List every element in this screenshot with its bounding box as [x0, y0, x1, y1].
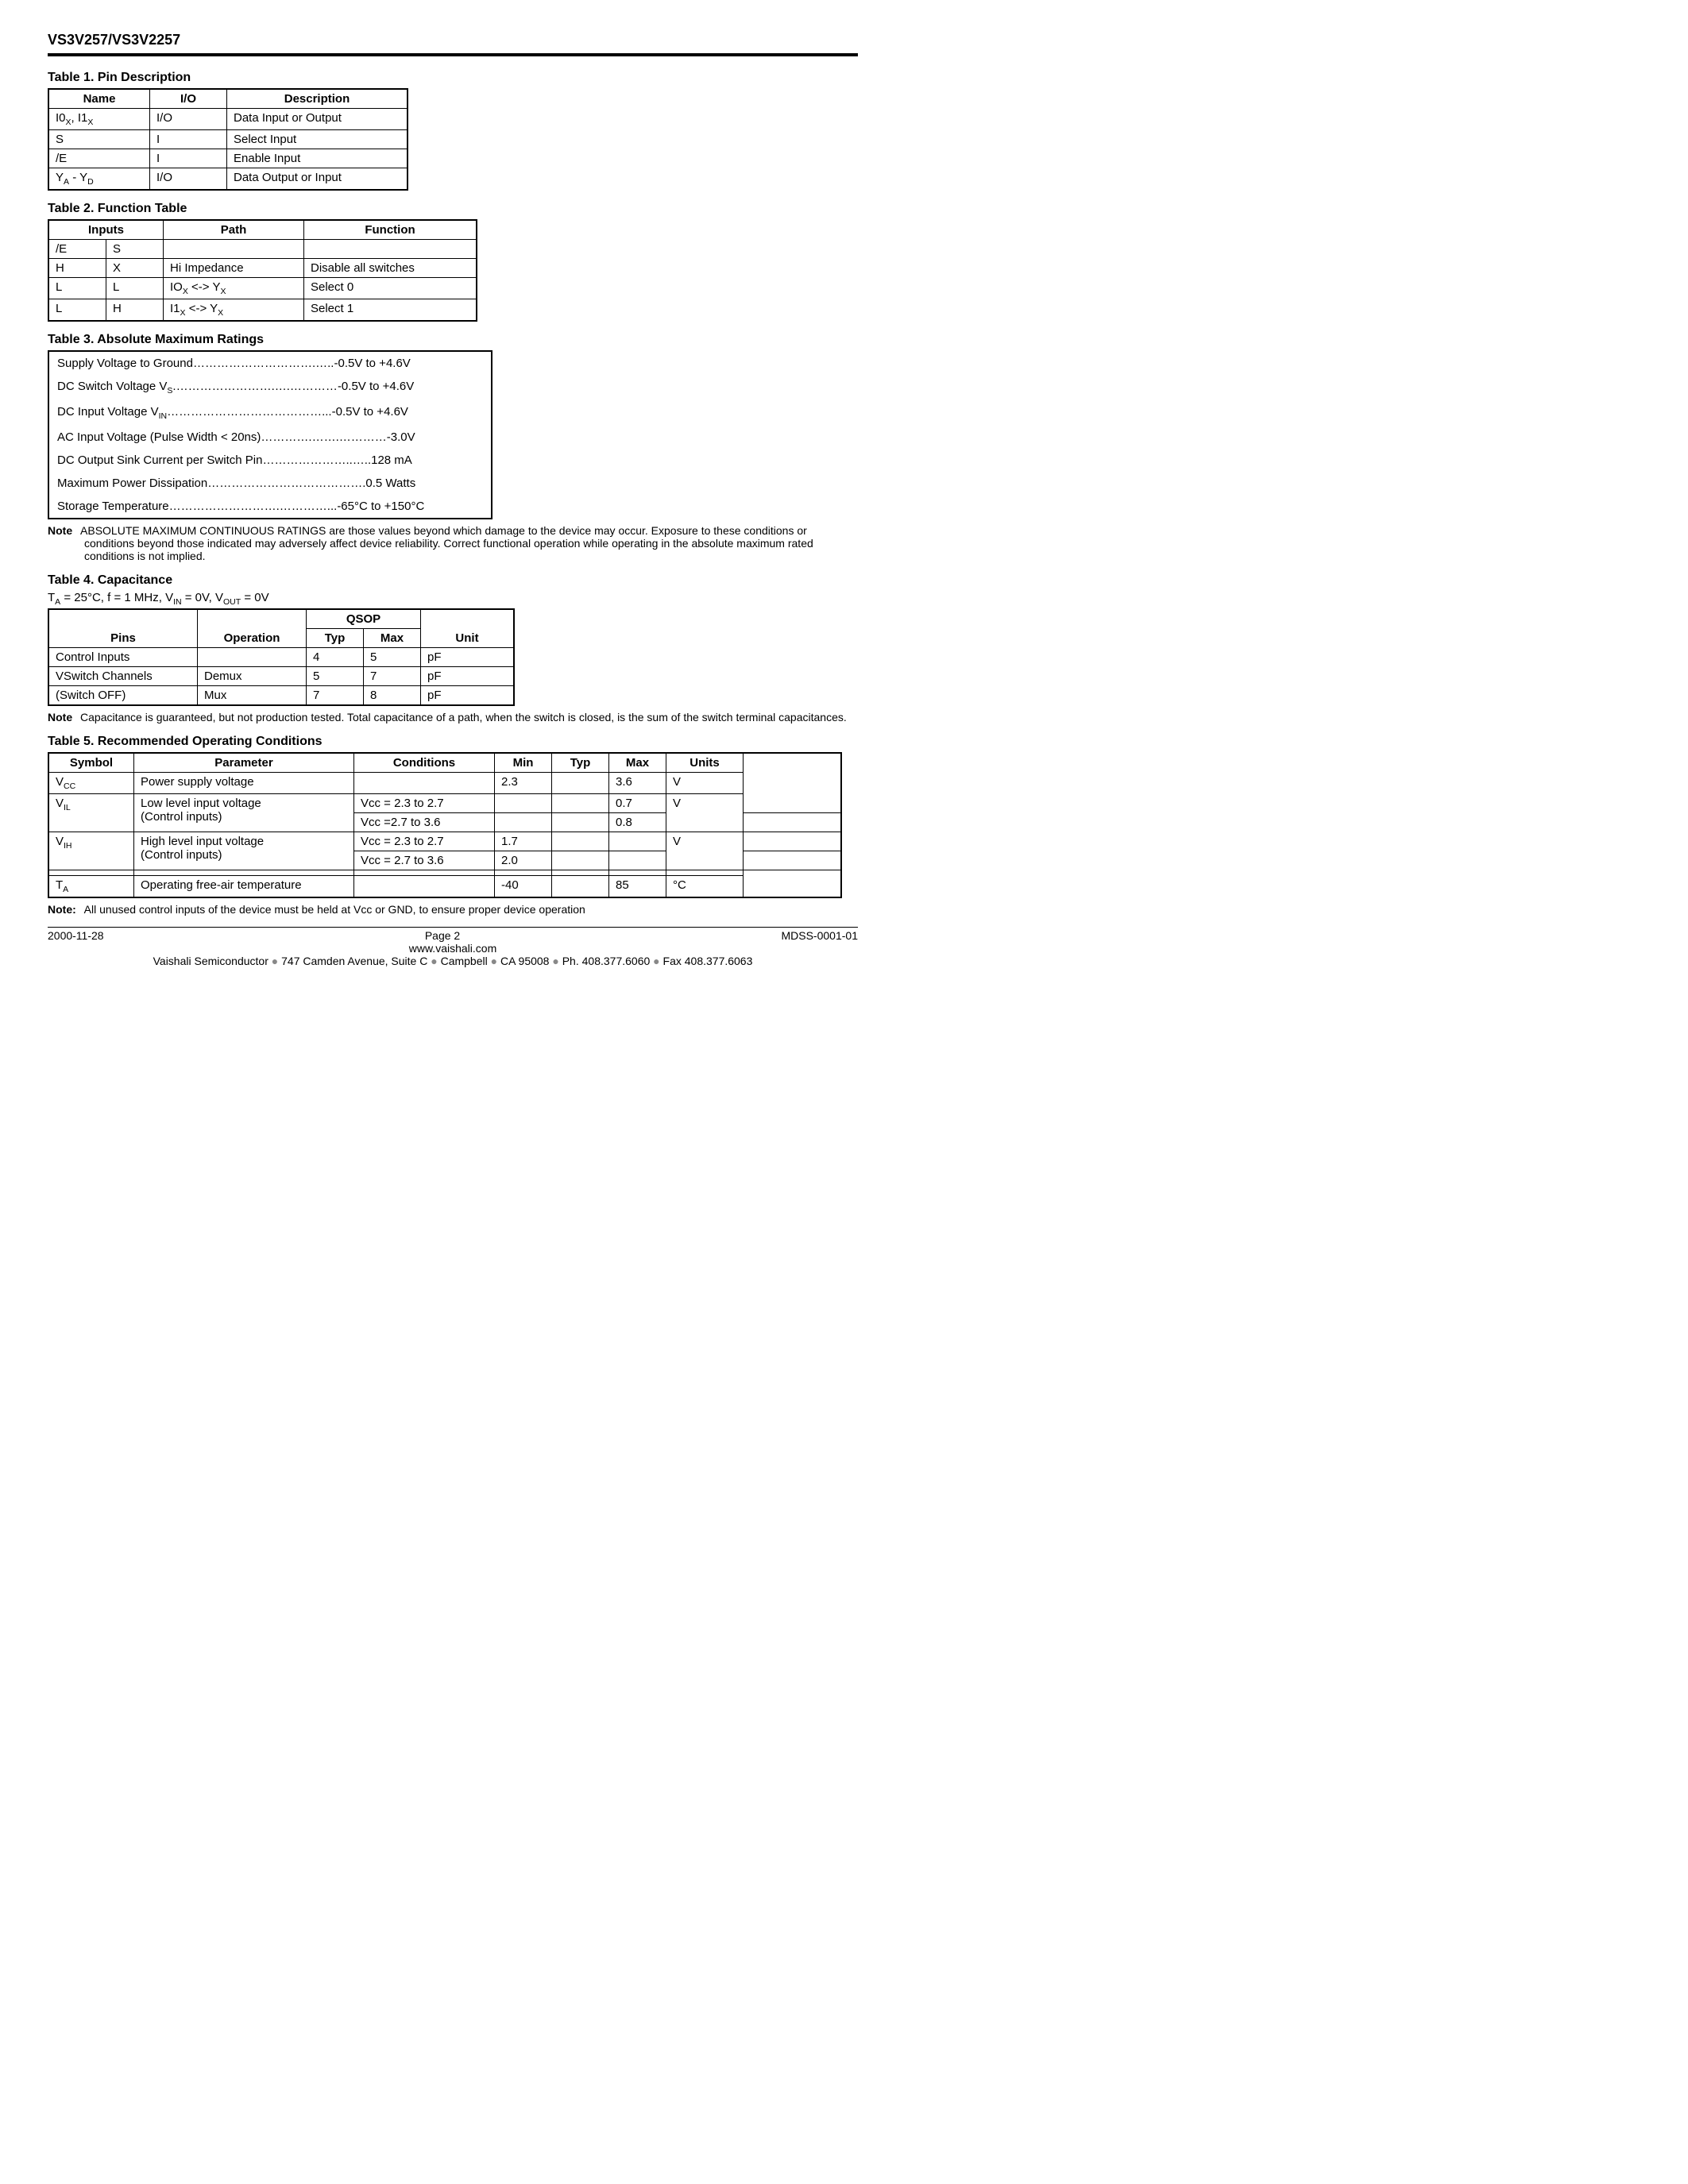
table-row: LLIOX <-> YXSelect 0 [48, 278, 477, 299]
table-row: VIL Low level input voltage(Control inpu… [48, 794, 841, 813]
table1-title: Table 1. Pin Description [48, 71, 858, 85]
table4-condition: TA = 25°C, f = 1 MHz, VIN = 0V, VOUT = 0… [48, 591, 858, 607]
table3-title: Table 3. Absolute Maximum Ratings [48, 333, 858, 347]
header-rule [48, 53, 858, 56]
table-row: /EIEnable Input [48, 149, 408, 168]
table-row [48, 870, 841, 876]
table-row: HXHi ImpedanceDisable all switches [48, 259, 477, 278]
table-row: I0X, I1XI/OData Input or Output [48, 109, 408, 130]
table-row: VSwitch ChannelsDemux57pF [48, 667, 514, 686]
table4: Pins Operation QSOP Unit Typ Max Control… [48, 608, 515, 706]
table-row: DC Switch Voltage VS.…………………….….…………-0.5… [48, 375, 492, 400]
note-text: All unused control inputs of the device … [79, 903, 585, 916]
table-row: AC Input Voltage (Pulse Width < 20ns)………… [48, 426, 492, 449]
footer-page: Page 2 [425, 929, 460, 942]
table-row: Control Inputs45pF [48, 648, 514, 667]
table-row: VIH High level input voltage(Control inp… [48, 832, 841, 851]
table-row: (Switch OFF)Mux78pF [48, 686, 514, 706]
table-row: DC Output Sink Current per Switch Pin………… [48, 449, 492, 472]
note-text: ABSOLUTE MAXIMUM CONTINUOUS RATINGS are … [75, 524, 813, 562]
table3-note: Note ABSOLUTE MAXIMUM CONTINUOUS RATINGS… [48, 524, 858, 562]
table-row: Storage Temperature……………………….…………...-65°… [48, 495, 492, 519]
note-text: Capacitance is guaranteed, but not produ… [75, 711, 847, 723]
footer-address: Vaishali Semiconductor ● 747 Camden Aven… [48, 955, 858, 967]
footer-date: 2000-11-28 [48, 929, 104, 942]
note-label: Note: [48, 903, 76, 916]
table5: SymbolParameterConditionsMinTypMaxUnits … [48, 752, 842, 898]
table-row: Supply Voltage to Ground………………………….…..-0… [48, 351, 492, 375]
note-label: Note [48, 524, 72, 537]
table1: NameI/ODescriptionI0X, I1XI/OData Input … [48, 88, 408, 191]
footer-doc: MDSS-0001-01 [781, 929, 858, 942]
table-row: YA - YDI/OData Output or Input [48, 168, 408, 191]
footer-row: 2000-11-28 Page 2 MDSS-0001-01 [48, 929, 858, 942]
table-row: DC Input Voltage VIN…………………………………...-0.5… [48, 400, 492, 426]
table5-title: Table 5. Recommended Operating Condition… [48, 735, 858, 749]
footer-url: www.vaishali.com [48, 942, 858, 955]
table-row: VCC Power supply voltage 2.33.6 V [48, 773, 841, 794]
table4-title: Table 4. Capacitance [48, 573, 858, 588]
table4-note: Note Capacitance is guaranteed, but not … [48, 711, 858, 723]
table-row: Maximum Power Dissipation………………………………….0… [48, 472, 492, 495]
table-row: LHI1X <-> YXSelect 1 [48, 299, 477, 322]
table5-note: Note: All unused control inputs of the d… [48, 903, 858, 916]
doc-header-title: VS3V257/VS3V2257 [48, 32, 858, 48]
note-label: Note [48, 711, 72, 723]
table2: Inputs Path Function /E S HXHi Impedance… [48, 219, 477, 322]
table2-title: Table 2. Function Table [48, 202, 858, 216]
table3: Supply Voltage to Ground………………………….…..-0… [48, 350, 492, 519]
footer-rule [48, 927, 858, 928]
table-row: TA Operating free-air temperature -4085 … [48, 876, 841, 898]
table-row: SISelect Input [48, 130, 408, 149]
